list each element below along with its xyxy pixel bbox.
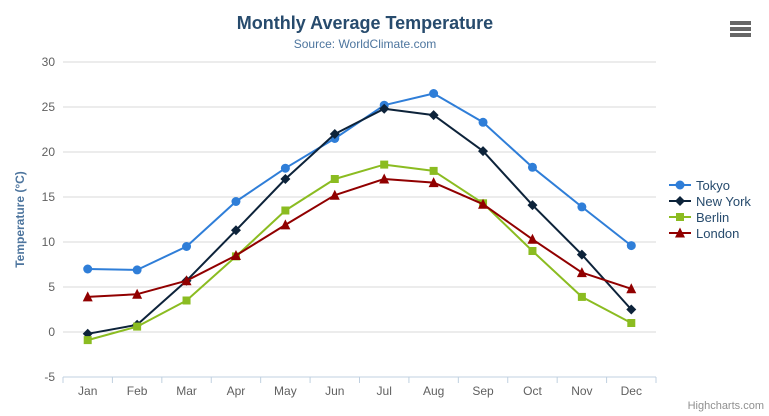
- series-line-berlin: [86, 163, 633, 342]
- y-axis-tick-label: 15: [42, 190, 56, 204]
- data-point-london-mar[interactable]: [181, 275, 192, 286]
- y-axis-tick-label: 5: [48, 280, 55, 294]
- data-point-tokyo-may[interactable]: [280, 163, 290, 173]
- x-axis-tick-label: May: [274, 384, 297, 398]
- x-axis-tick-label: Jun: [325, 384, 344, 398]
- data-point-tokyo-aug[interactable]: [429, 89, 439, 98]
- data-point-london-nov[interactable]: [576, 267, 587, 278]
- legend-marker-square-icon: [669, 213, 691, 221]
- data-point-london-apr[interactable]: [230, 250, 241, 260]
- data-point-new-york-dec[interactable]: [626, 304, 637, 315]
- chart-title: Monthly Average Temperature: [236, 13, 494, 33]
- context-menu-button[interactable]: [730, 20, 752, 37]
- data-point-new-york-may[interactable]: [280, 174, 291, 184]
- data-point-tokyo-jan[interactable]: [83, 264, 93, 274]
- data-point-berlin-jul[interactable]: [380, 160, 389, 169]
- data-point-berlin-may[interactable]: [281, 206, 290, 215]
- x-axis-tick-label: Nov: [571, 384, 592, 398]
- legend-label: New York: [696, 193, 751, 209]
- x-axis-tick-label: Apr: [227, 384, 246, 398]
- data-point-london-oct[interactable]: [527, 233, 538, 244]
- data-point-berlin-oct[interactable]: [528, 247, 537, 255]
- series-line-london: [86, 178, 633, 298]
- data-point-tokyo-nov[interactable]: [577, 202, 587, 212]
- data-point-berlin-feb[interactable]: [133, 322, 142, 331]
- data-point-tokyo-feb[interactable]: [132, 265, 142, 275]
- legend-symbol: [675, 196, 685, 206]
- data-point-london-may[interactable]: [280, 219, 291, 230]
- y-axis-tick-label: 30: [42, 55, 56, 69]
- data-point-berlin-dec[interactable]: [627, 319, 636, 327]
- legend-item-new-york[interactable]: New York: [669, 193, 751, 209]
- data-point-berlin-mar[interactable]: [182, 296, 191, 305]
- y-axis-tick-label: 0: [48, 325, 55, 339]
- legend-item-london[interactable]: London: [669, 225, 751, 241]
- y-axis-tick-label: -5: [44, 370, 55, 384]
- data-point-london-feb[interactable]: [132, 288, 143, 299]
- data-point-tokyo-oct[interactable]: [527, 162, 537, 172]
- x-axis-tick-label: Aug: [423, 384, 444, 398]
- legend-label: London: [696, 225, 740, 241]
- x-axis-tick-label: Jan: [78, 384, 97, 398]
- x-axis-tick-label: Sep: [472, 384, 494, 398]
- data-point-new-york-jun[interactable]: [329, 129, 340, 139]
- legend-label: Berlin: [696, 209, 730, 225]
- hamburger-icon: [730, 26, 751, 31]
- data-point-tokyo-mar[interactable]: [182, 242, 192, 251]
- legend-marker-triangle-icon: [669, 227, 691, 238]
- legend: Tokyo New York Berlin London: [669, 177, 751, 241]
- data-point-london-jul[interactable]: [379, 173, 390, 184]
- data-point-london-jan[interactable]: [82, 291, 93, 302]
- data-point-berlin-nov[interactable]: [577, 292, 586, 301]
- legend-item-berlin[interactable]: Berlin: [669, 209, 751, 225]
- y-axis-tick-label: 10: [42, 235, 56, 249]
- series-line-tokyo: [86, 92, 633, 271]
- data-point-tokyo-sep[interactable]: [478, 117, 488, 127]
- legend-marker-circle-icon: [669, 180, 691, 190]
- y-axis-tick-label: 20: [42, 145, 56, 159]
- data-point-london-aug[interactable]: [428, 177, 439, 188]
- data-point-london-dec[interactable]: [626, 283, 637, 294]
- y-axis-title: Temperature (°C): [13, 171, 27, 268]
- x-axis-tick-label: Jul: [377, 384, 392, 398]
- x-axis-tick-label: Dec: [621, 384, 642, 398]
- data-point-london-jun[interactable]: [329, 189, 340, 200]
- series-line-new-york: [86, 107, 633, 335]
- data-point-new-york-jul[interactable]: [379, 103, 390, 114]
- legend-symbol: [675, 227, 685, 238]
- legend-label: Tokyo: [696, 177, 730, 193]
- data-point-new-york-nov[interactable]: [576, 249, 587, 260]
- data-point-london-sep[interactable]: [478, 198, 489, 209]
- data-point-berlin-jan[interactable]: [83, 336, 92, 345]
- data-point-berlin-aug[interactable]: [429, 166, 438, 175]
- legend-marker-diamond-icon: [669, 196, 691, 206]
- chart-subtitle: Source: WorldClimate.com: [293, 37, 437, 51]
- legend-item-tokyo[interactable]: Tokyo: [669, 177, 751, 193]
- data-point-berlin-jun[interactable]: [330, 175, 339, 183]
- hamburger-icon: [730, 32, 751, 37]
- x-axis-tick-label: Mar: [176, 384, 197, 398]
- legend-symbol: [675, 180, 685, 190]
- credits-link[interactable]: Highcharts.com: [687, 400, 764, 412]
- data-point-new-york-sep[interactable]: [478, 146, 489, 157]
- hamburger-icon: [730, 20, 751, 25]
- data-point-tokyo-dec[interactable]: [626, 241, 636, 251]
- legend-symbol: [676, 213, 684, 221]
- y-axis-tick-label: 25: [42, 100, 56, 114]
- data-point-tokyo-apr[interactable]: [231, 197, 241, 206]
- data-point-new-york-oct[interactable]: [527, 200, 538, 211]
- data-point-new-york-aug[interactable]: [428, 110, 439, 121]
- x-axis-tick-label: Feb: [127, 384, 148, 398]
- x-axis-tick-label: Oct: [523, 384, 542, 398]
- data-point-new-york-apr[interactable]: [230, 225, 241, 236]
